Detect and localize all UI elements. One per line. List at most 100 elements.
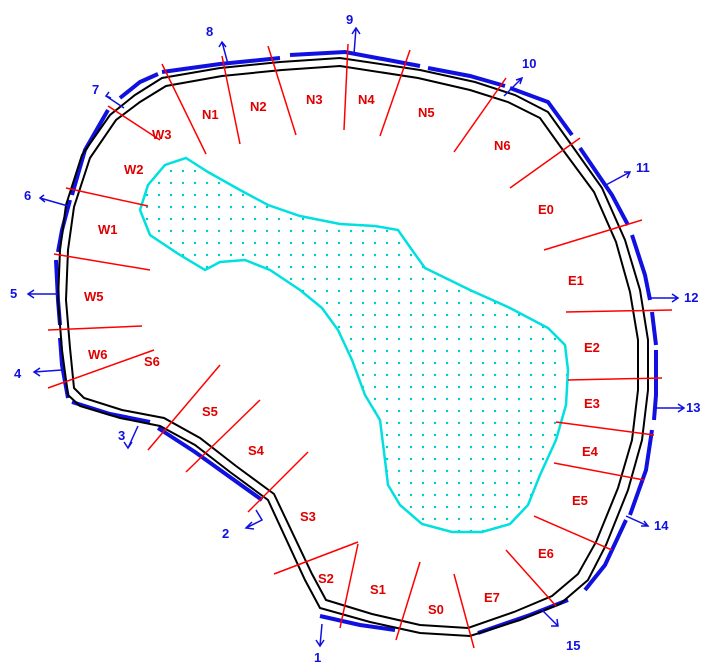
arrow-labels: 1 2 3 4 5 6 7 8 9 10 11 12 13 14 15	[10, 12, 700, 664]
arrow-label-11: 11	[636, 160, 650, 175]
arrow-label-7: 7	[92, 82, 99, 97]
blue-segment-north-2	[289, 49, 421, 68]
blue-segment-south-2	[319, 614, 396, 632]
sector-label-w2: W2	[124, 162, 144, 177]
blue-segment-east-3	[650, 311, 658, 346]
blue-segment-northwest	[70, 109, 110, 196]
arrow-label-14: 14	[654, 518, 669, 533]
sector-label-s2: S2	[318, 571, 334, 586]
divider-w1-w2	[65, 187, 149, 207]
arrow-label-3: 3	[118, 428, 125, 443]
blue-segment-east-5	[628, 429, 654, 516]
arrow-label-5: 5	[10, 286, 17, 301]
sector-label-s1: S1	[370, 582, 386, 597]
arrow-label-9: 9	[346, 12, 353, 27]
divider-s6-w6	[47, 349, 155, 389]
arrow-label-12: 12	[684, 290, 698, 305]
arrow-5	[26, 289, 58, 299]
divider-w5-w1	[53, 253, 151, 271]
arrow-label-13: 13	[686, 400, 700, 415]
sector-dividers	[47, 43, 673, 649]
arrow-4	[32, 367, 63, 377]
blue-segment-northeast	[509, 86, 574, 137]
divider-n1-n2	[221, 55, 241, 145]
divider-e1-e2	[565, 309, 673, 313]
sector-label-e7: E7	[484, 590, 500, 605]
arrows	[26, 26, 686, 648]
arrow-15	[541, 609, 559, 627]
blue-segment-southwest	[156, 426, 264, 502]
divider-e2-e3	[567, 377, 663, 381]
sector-label-s3: S3	[300, 509, 316, 524]
sector-label-n4: N4	[358, 92, 375, 107]
sector-label-n3: N3	[306, 92, 323, 107]
arrow-6	[38, 194, 69, 207]
sector-label-w6: W6	[88, 347, 108, 362]
blue-segment-north-3	[427, 66, 506, 88]
sector-label-e0: E0	[538, 202, 554, 217]
sector-label-n2: N2	[250, 99, 267, 114]
sector-label-e4: E4	[582, 444, 599, 459]
arrow-label-4: 4	[14, 366, 22, 381]
divider-e5-e6	[533, 515, 613, 551]
divider-n3-n4	[343, 43, 349, 131]
divider-s0-s1	[395, 561, 421, 641]
divider-n5-n6	[453, 77, 507, 153]
island-outline	[56, 56, 649, 638]
blue-segment-east-4	[652, 350, 658, 421]
sector-label-n6: N6	[494, 138, 511, 153]
sector-label-e5: E5	[572, 493, 588, 508]
blue-segment-northwest-2	[118, 72, 159, 100]
divider-s4-s5	[185, 399, 261, 473]
blue-segment-southwest-2	[71, 400, 151, 424]
divider-s1-s2	[339, 543, 359, 629]
arrow-9	[351, 26, 361, 55]
sector-label-e2: E2	[584, 340, 600, 355]
divider-w2-w3	[107, 105, 161, 141]
sector-label-n5: N5	[418, 105, 435, 120]
blue-segment-north	[161, 56, 281, 74]
sector-label-e1: E1	[568, 273, 584, 288]
divider-e3-e4	[555, 421, 655, 436]
divider-e4-e5	[553, 462, 645, 481]
island-outline-inner	[64, 64, 639, 630]
sector-labels: N1 N2 N3 N4 N5 N6 E0 E1 E2 E3 E4 E5 E6 E…	[84, 92, 600, 617]
arrow-3	[123, 425, 139, 450]
divider-e6-e7	[505, 549, 557, 607]
divider-w6-w5	[47, 325, 143, 331]
arrow-10	[503, 76, 524, 97]
divider-n1-w3	[161, 63, 207, 155]
arrow-label-8: 8	[206, 24, 213, 39]
arrow-7	[104, 91, 125, 109]
arrow-2	[244, 509, 264, 530]
sector-label-s6: S6	[144, 354, 160, 369]
arrow-12	[648, 293, 680, 303]
island-outline-outer	[56, 56, 649, 638]
divider-e0-e1	[543, 219, 643, 251]
arrow-13	[656, 403, 686, 413]
divider-s5-s6	[147, 364, 221, 451]
divider-s2-s3	[273, 541, 359, 575]
arrow-label-1: 1	[314, 650, 321, 664]
sector-label-s0: S0	[428, 602, 444, 617]
arrow-label-2: 2	[222, 526, 229, 541]
arrow-11	[603, 171, 632, 187]
sector-label-n1: N1	[202, 107, 219, 122]
blue-segment-east-2	[630, 234, 652, 301]
divider-e7-s0	[453, 573, 475, 649]
arrow-label-15: 15	[566, 638, 580, 653]
blue-segment-east-1	[578, 146, 630, 226]
sector-label-e3: E3	[584, 396, 600, 411]
pond	[138, 156, 570, 534]
arrow-8	[218, 40, 229, 65]
sector-label-w1: W1	[98, 222, 118, 237]
blue-segment-southeast	[583, 519, 628, 592]
sector-label-w5: W5	[84, 289, 104, 304]
arrow-1	[315, 623, 325, 648]
sector-label-s4: S4	[248, 443, 265, 458]
arrow-label-10: 10	[522, 56, 536, 71]
divider-s3-s4	[247, 451, 309, 513]
sector-label-e6: E6	[538, 546, 554, 561]
divider-n4-n5	[379, 49, 411, 137]
